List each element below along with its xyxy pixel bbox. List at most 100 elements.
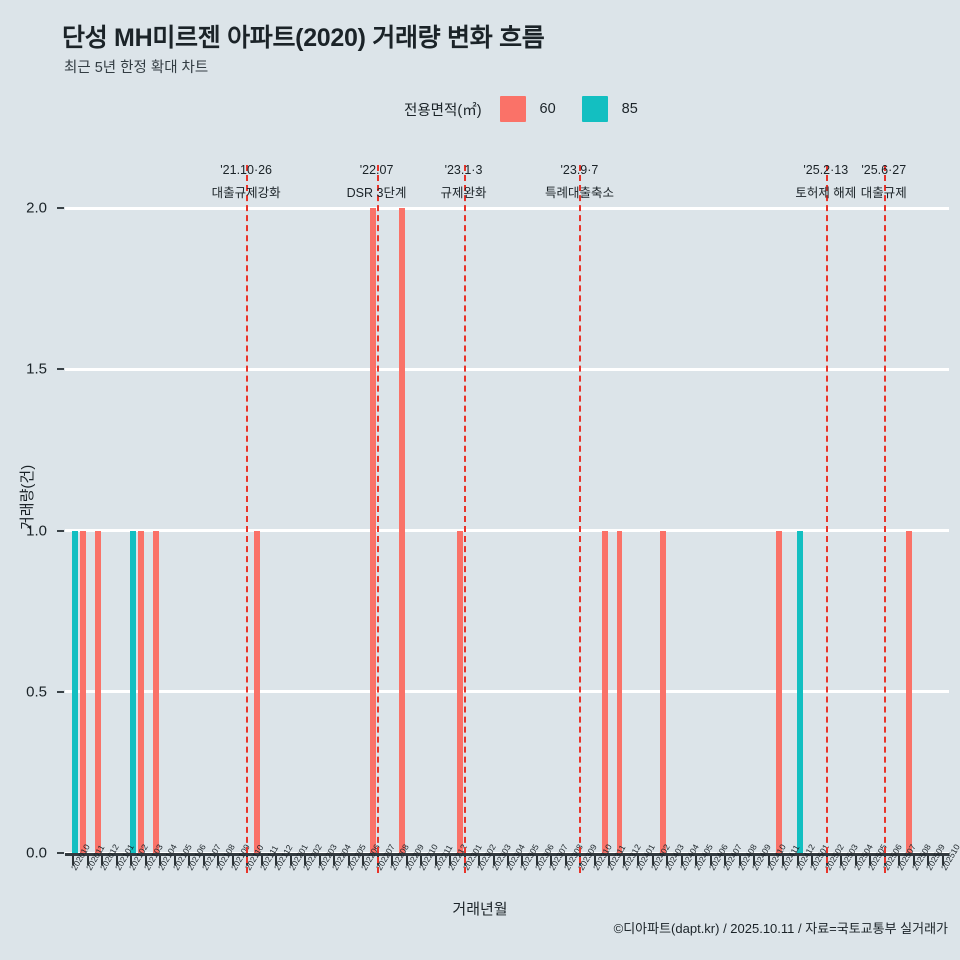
x-tick-mark — [144, 856, 147, 865]
x-tick-mark — [695, 856, 698, 865]
event-date-label: '25.2·13 — [803, 163, 849, 177]
legend-swatch-85 — [581, 96, 608, 122]
x-tick-mark — [333, 856, 336, 865]
grid-line — [65, 206, 949, 210]
y-tick-mark — [57, 690, 64, 693]
event-marker-line — [463, 165, 466, 873]
bar — [906, 530, 913, 853]
x-tick-mark — [666, 856, 669, 865]
event-text-label: 대출규제강화 — [211, 186, 281, 200]
event-date-label: '23.1·3 — [444, 163, 483, 177]
event-date-label: '25.6·27 — [861, 163, 907, 177]
bar — [775, 530, 782, 853]
x-tick-mark — [217, 856, 220, 865]
y-tick-mark — [57, 852, 64, 854]
bar — [457, 530, 463, 853]
x-tick-mark — [231, 856, 234, 865]
x-tick-mark — [767, 856, 770, 865]
plot-area: 0.0 0.5 1.0 1.5 2.0 202010 202011 202012 202101 2… — [26, 200, 960, 873]
x-tick-mark — [347, 856, 350, 865]
y-tick-mark — [57, 207, 64, 209]
bar — [399, 208, 405, 853]
x-tick-mark — [869, 856, 872, 865]
x-tick-mark — [362, 856, 365, 865]
x-tick-mark — [535, 856, 538, 865]
x-tick-mark — [420, 856, 423, 865]
footer-credit: ©디아파트(dapt.kr) / 2025.10.11 / 자료=국토교통부 실… — [613, 921, 948, 936]
x-tick-mark — [840, 856, 843, 865]
x-tick-mark — [159, 856, 162, 865]
y-tick-label: 2.0 — [26, 199, 47, 217]
x-tick-mark — [478, 856, 481, 865]
y-tick-label: 1.0 — [26, 522, 47, 539]
y-tick-mark — [57, 529, 64, 532]
x-tick-mark — [738, 856, 741, 865]
x-tick-mark — [680, 856, 683, 865]
x-tick-mark — [101, 856, 104, 865]
event-text-label: 토허제 해제 — [795, 186, 857, 200]
event-marker-line — [883, 165, 886, 873]
x-tick-mark — [912, 856, 915, 865]
x-tick-mark — [941, 856, 944, 865]
bar — [130, 530, 136, 853]
event-marker-line — [246, 165, 249, 873]
event-text-label: 특례대출축소 — [544, 186, 614, 200]
x-tick-mark — [289, 856, 292, 865]
x-tick-mark — [434, 856, 437, 865]
grid-line — [65, 690, 949, 694]
x-tick-mark — [608, 856, 611, 865]
x-tick-mark — [898, 856, 901, 865]
x-tick-mark — [507, 856, 509, 865]
bar — [602, 530, 608, 853]
legend: 전용면적(㎡) 60 85 — [404, 96, 638, 122]
bar — [138, 530, 145, 853]
bar — [660, 530, 666, 853]
x-tick-mark — [449, 856, 452, 865]
event-marker-line — [825, 165, 828, 873]
bar — [616, 530, 623, 853]
x-axis-title: 거래년월 — [452, 901, 508, 918]
y-axis-title: 거래량(건) — [19, 464, 36, 530]
x-tick-mark — [275, 856, 278, 865]
grid-line — [65, 367, 949, 371]
legend-label-60: 60 — [539, 101, 556, 117]
x-tick-mark — [811, 856, 814, 865]
event-marker-line — [579, 165, 582, 873]
x-tick-mark — [173, 856, 176, 865]
x-tick-mark — [391, 856, 394, 865]
event-date-label: '23.9·7 — [560, 163, 599, 177]
bar — [370, 208, 376, 853]
event-marker-line — [376, 165, 379, 873]
bar — [80, 530, 87, 853]
x-tick-mark — [492, 856, 495, 865]
event-text-label: DSR 3단계 — [346, 186, 407, 200]
x-tick-mark — [72, 856, 75, 865]
x-axis-line — [65, 853, 949, 856]
x-tick-mark — [709, 856, 712, 865]
event-date-label: '22.07 — [359, 163, 394, 177]
event-text-label: 규제완화 — [440, 186, 487, 200]
x-tick-mark — [782, 856, 785, 865]
x-tick-mark — [521, 856, 524, 865]
bar — [152, 530, 159, 853]
page-subtitle: 최근 5년 한정 확대 차트 — [64, 60, 209, 76]
event-date-label: '21.10·26 — [220, 163, 273, 177]
x-tick-mark — [651, 856, 654, 865]
bar — [796, 530, 803, 853]
x-tick-mark — [724, 856, 727, 865]
legend-label-85: 85 — [621, 101, 638, 117]
x-tick-mark — [260, 856, 263, 865]
x-tick-mark — [202, 856, 205, 865]
legend-title: 전용면적(㎡) — [404, 102, 482, 119]
legend-swatch-60 — [499, 96, 526, 122]
y-tick-mark — [57, 368, 64, 371]
x-tick-mark — [593, 856, 596, 865]
x-tick-mark — [304, 856, 307, 865]
bar — [254, 530, 261, 853]
x-tick-mark — [115, 856, 118, 865]
x-tick-mark — [86, 856, 89, 865]
x-tick-mark — [753, 856, 756, 865]
x-tick-mark — [927, 856, 930, 865]
grid-line — [65, 529, 949, 532]
